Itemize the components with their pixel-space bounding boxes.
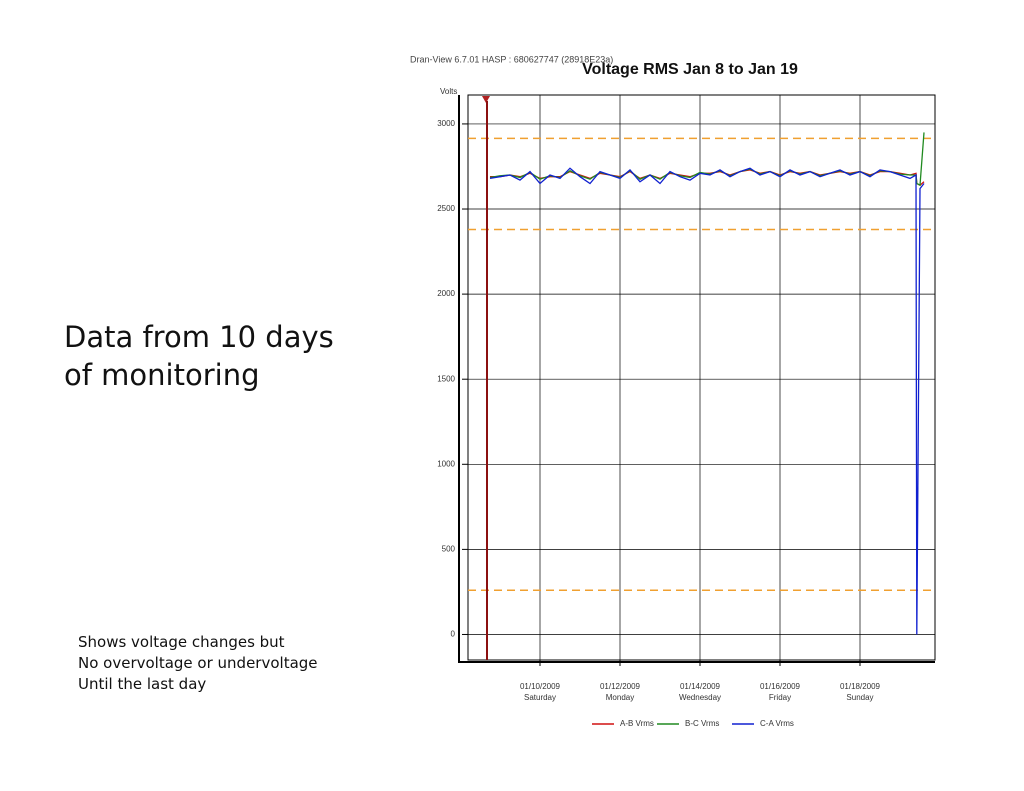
x-tick-label: 01/16/2009: [760, 682, 801, 691]
y-tick-label: 2000: [437, 289, 455, 298]
series-line: [489, 167, 925, 635]
x-tick-day: Monday: [606, 693, 634, 702]
notes: Shows voltage changes but No overvoltage…: [78, 632, 318, 695]
heading-line: Data from 10 days: [64, 320, 334, 354]
chart-title: Voltage RMS Jan 8 to Jan 19: [582, 61, 798, 78]
legend-label: B-C Vrms: [685, 719, 719, 728]
chart-header: Dran-View 6.7.01 HASP : 680627747 (28918…: [410, 54, 613, 64]
note-line: No overvoltage or undervoltage: [78, 654, 318, 672]
x-tick-label: 01/12/2009: [600, 682, 641, 691]
legend-label: C-A Vrms: [760, 719, 794, 728]
legend-label: A-B Vrms: [620, 719, 654, 728]
x-tick-label: 01/18/2009: [840, 682, 881, 691]
y-tick-label: 1500: [437, 374, 455, 383]
y-axis-label: Volts: [440, 87, 457, 96]
x-tick-day: Wednesday: [679, 693, 721, 702]
cursor-marker: [482, 96, 490, 103]
y-tick-label: 2500: [437, 204, 455, 213]
x-tick-day: Sunday: [846, 693, 873, 702]
y-tick-label: 0: [451, 630, 456, 639]
note-line: Shows voltage changes but: [78, 633, 285, 651]
heading-line: of monitoring: [64, 358, 260, 392]
x-tick-label: 01/14/2009: [680, 682, 721, 691]
y-tick-label: 1000: [437, 459, 455, 468]
x-tick-day: Saturday: [524, 693, 556, 702]
heading: Data from 10 days of monitoring: [64, 318, 334, 394]
note-line: Until the last day: [78, 675, 207, 693]
x-tick-day: Friday: [769, 693, 791, 702]
y-tick-label: 500: [442, 544, 456, 553]
y-tick-label: 3000: [437, 119, 455, 128]
plot-frame: [467, 94, 936, 661]
x-tick-label: 01/10/2009: [520, 682, 561, 691]
